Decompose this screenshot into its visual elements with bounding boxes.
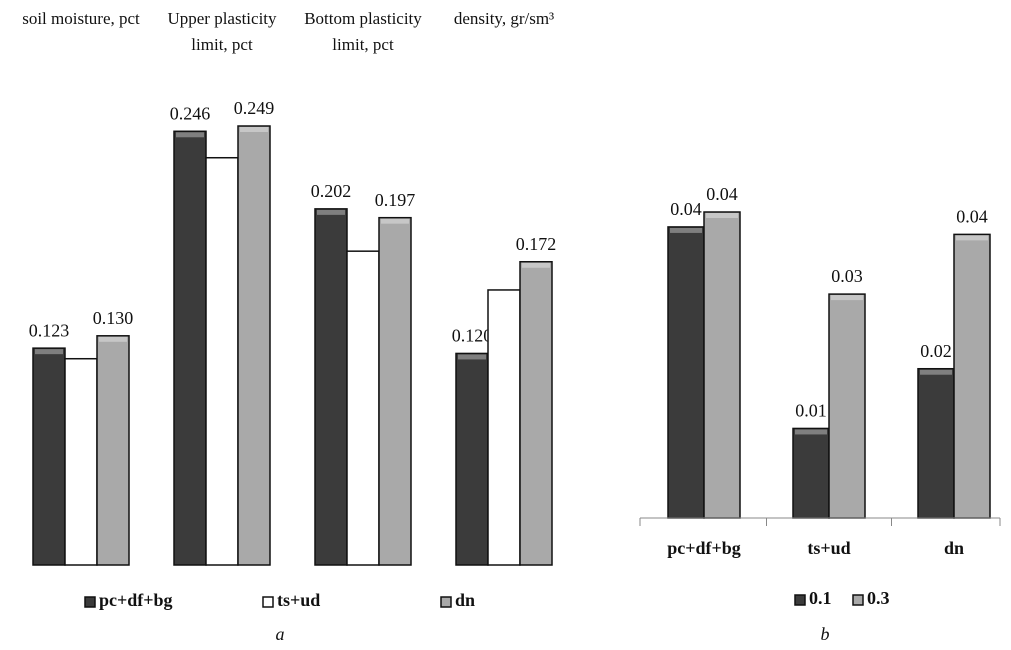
category-label: Upper plasticity limit, pct — [167, 9, 277, 54]
bar-highlight — [67, 359, 95, 365]
bar-highlight — [522, 262, 550, 268]
value-label: 0.04 — [706, 184, 738, 204]
bar — [703, 211, 741, 519]
panel-label: a — [276, 624, 285, 644]
value-label: 0.03 — [831, 266, 863, 286]
bar — [487, 289, 521, 566]
value-label: 0.04 — [956, 207, 988, 227]
bar-highlight — [956, 235, 988, 241]
bar — [32, 347, 66, 566]
bar-highlight — [706, 213, 738, 218]
bar — [314, 208, 348, 566]
category-label: Bottom plasticity limit, pct — [304, 9, 422, 54]
bar-highlight — [349, 252, 377, 258]
bar — [96, 335, 130, 566]
bar — [64, 357, 98, 566]
bar-highlight — [795, 429, 827, 435]
value-label: 0.202 — [311, 181, 352, 201]
legend-swatch — [794, 594, 806, 606]
bar — [455, 352, 489, 566]
bar-highlight — [458, 354, 486, 360]
bar-highlight — [381, 218, 409, 224]
legend-swatch — [852, 594, 864, 606]
category-label: soil moisture, pct — [22, 9, 140, 28]
legend-swatch — [440, 596, 452, 608]
value-label: 0.197 — [375, 190, 416, 210]
bar-highlight — [831, 295, 863, 301]
bar-highlight — [920, 369, 952, 375]
legend-label: dn — [455, 590, 475, 610]
value-label: 0.02 — [920, 341, 952, 361]
bar-highlight — [670, 227, 702, 233]
bar — [828, 293, 866, 519]
value-label: 0.120 — [452, 326, 493, 346]
legend-swatch — [262, 596, 274, 608]
value-label: 0.04 — [670, 199, 702, 219]
value-label: 0.172 — [516, 234, 557, 254]
bar — [346, 250, 380, 566]
value-label: 0.249 — [234, 98, 275, 118]
category-label: dn — [944, 538, 964, 558]
bar — [917, 367, 955, 519]
category-label: pc+df+bg — [667, 538, 741, 558]
bar — [953, 233, 991, 519]
value-label: 0.123 — [29, 320, 70, 340]
bar — [667, 226, 705, 519]
category-label: ts+ud — [807, 538, 850, 558]
bar — [205, 156, 239, 566]
bar-highlight — [99, 336, 127, 342]
value-label: 0.01 — [795, 401, 827, 421]
bar — [237, 125, 271, 566]
legend-label: 0.1 — [809, 588, 832, 608]
bar-highlight — [240, 127, 268, 132]
bar-highlight — [35, 349, 63, 355]
bar-highlight — [317, 209, 345, 215]
legend-label: ts+ud — [277, 590, 320, 610]
bar-highlight — [176, 132, 204, 138]
panel-label: b — [821, 624, 830, 644]
bar-highlight — [208, 158, 236, 164]
legend-label: pc+df+bg — [99, 590, 173, 610]
value-label: 0.246 — [170, 103, 211, 123]
bar — [792, 427, 830, 519]
bar — [378, 216, 412, 566]
legend-label: 0.3 — [867, 588, 890, 608]
bar — [173, 130, 207, 566]
value-label: 0.130 — [93, 308, 134, 328]
bar-highlight — [490, 290, 518, 296]
bar — [519, 261, 553, 566]
category-label: density, gr/sm³ — [453, 9, 555, 28]
legend-swatch — [84, 596, 96, 608]
